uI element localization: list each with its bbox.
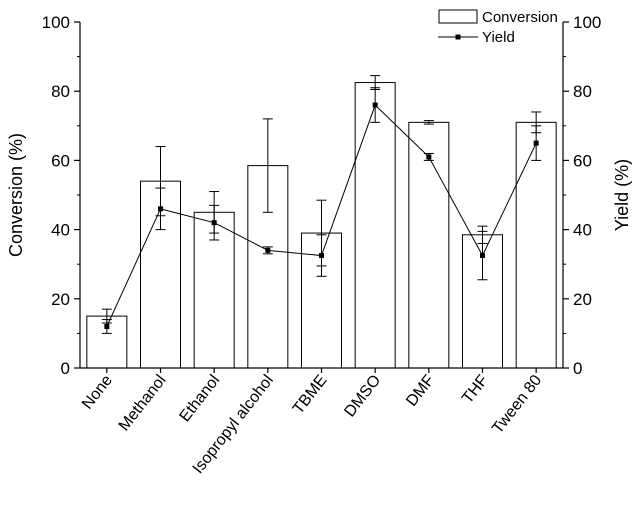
legend-yield-marker — [455, 34, 461, 40]
legend-conversion-label: Conversion — [482, 9, 558, 26]
yield-point-7 — [480, 253, 485, 259]
yield-point-6 — [426, 154, 432, 160]
conversion-bars — [86, 82, 557, 369]
left-tick-label-100: 100 — [42, 13, 70, 32]
yield-point-0 — [104, 323, 110, 329]
left-tick-label-40: 40 — [51, 221, 70, 240]
yield-point-3 — [265, 247, 271, 253]
yield-point-1 — [158, 206, 163, 212]
right-axis-ticks: 0 20 40 60 80 100 — [563, 13, 601, 378]
conversion-error-bar-3 — [262, 118, 273, 213]
right-tick-label-80: 80 — [573, 82, 592, 101]
right-tick-label-0: 0 — [573, 359, 582, 378]
bar-5 — [354, 82, 396, 369]
legend-yield-label: Yield — [482, 29, 515, 46]
x-tick-label-4: TBME — [290, 372, 331, 417]
x-tick-label-0: None — [79, 372, 116, 413]
x-tick-label-6: DMF — [403, 372, 438, 410]
yield-point-8 — [533, 140, 539, 146]
left-axis-ticks: 0 20 40 60 80 100 — [42, 13, 80, 378]
right-tick-label-100: 100 — [573, 13, 601, 32]
legend-conversion-swatch — [438, 9, 478, 24]
right-tick-label-20: 20 — [573, 290, 592, 309]
y2-axis-label: Yield (%) — [612, 159, 632, 231]
left-tick-label-20: 20 — [51, 290, 70, 309]
right-tick-label-40: 40 — [573, 221, 592, 240]
y-axis-label: Conversion (%) — [6, 133, 26, 257]
legend: Conversion Yield — [438, 9, 558, 46]
yield-points — [104, 102, 539, 329]
x-tick-label-2: Ethanol — [177, 372, 224, 425]
yield-point-4 — [319, 253, 324, 259]
right-tick-label-60: 60 — [573, 151, 592, 170]
yield-point-5 — [372, 102, 378, 108]
conversion-error-bar-6 — [423, 120, 434, 125]
yield-point-2 — [211, 220, 217, 226]
left-tick-label-0: 0 — [61, 359, 70, 378]
left-tick-label-80: 80 — [51, 82, 70, 101]
x-tick-label-1: Methanol — [116, 372, 170, 434]
left-tick-label-60: 60 — [51, 151, 70, 170]
x-tick-label-7: THF — [459, 372, 492, 407]
x-tick-label-8: Tween 80 — [489, 372, 545, 437]
x-tick-label-5: DMSO — [341, 372, 384, 420]
